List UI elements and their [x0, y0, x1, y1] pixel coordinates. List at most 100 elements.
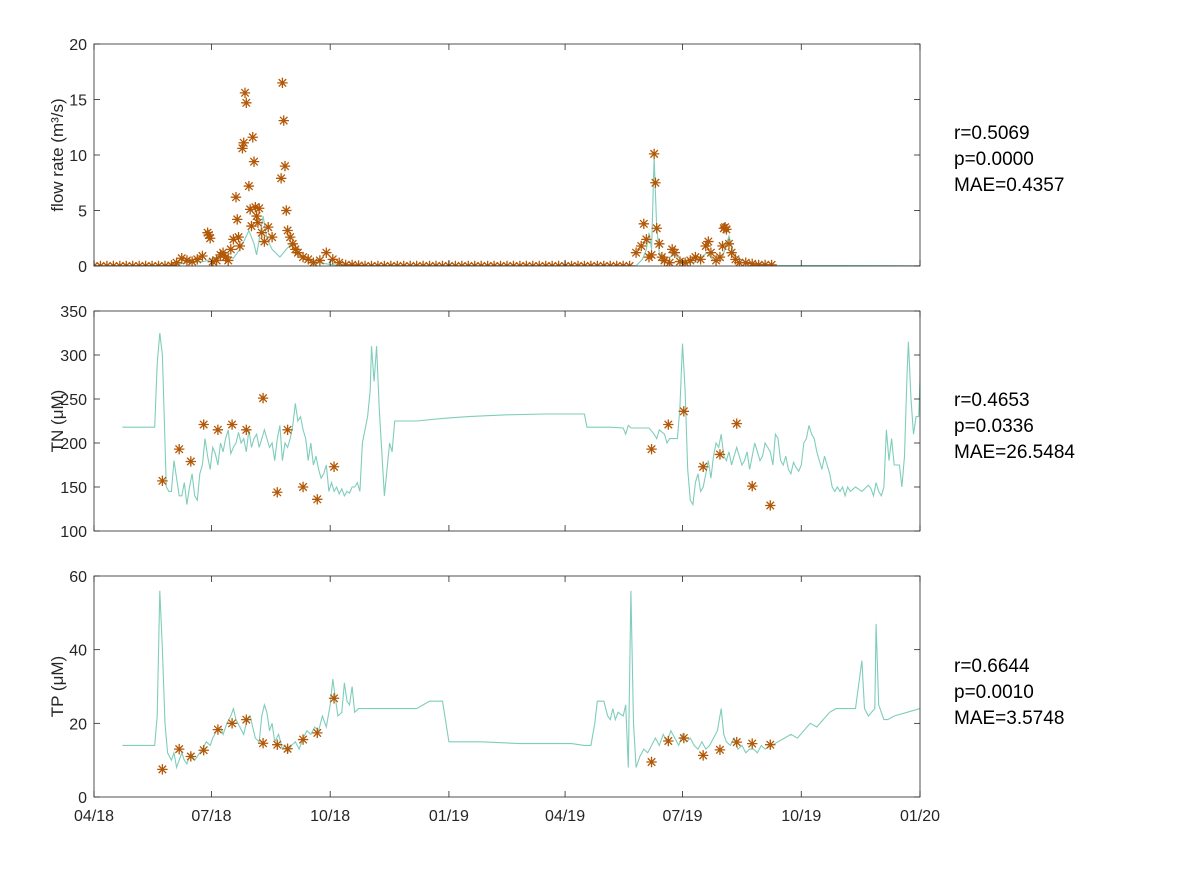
- data-point-marker: [173, 743, 185, 755]
- data-point-marker: [228, 234, 239, 245]
- series-line: [122, 332, 920, 507]
- y-tick-label: 250: [60, 392, 87, 409]
- data-point-marker: [654, 238, 665, 249]
- plot-area: [94, 77, 920, 266]
- data-point-marker: [207, 256, 218, 266]
- stats-panel-tn: r=0.4653 p=0.0336 MAE=26.5484: [954, 388, 1075, 466]
- data-point-marker: [157, 764, 168, 775]
- data-point-marker: [203, 229, 215, 241]
- data-point-marker: [646, 443, 657, 455]
- stat-p: p=0.0010: [954, 682, 1034, 703]
- data-point-marker: [251, 210, 262, 222]
- data-point-marker: [277, 77, 288, 89]
- x-tick-label: 04/19: [545, 808, 585, 825]
- data-point-marker: [202, 227, 213, 238]
- data-point-marker: [241, 714, 252, 725]
- data-point-marker: [327, 254, 338, 265]
- stat-r: r=0.6644: [954, 656, 1030, 677]
- data-point-marker: [630, 247, 642, 258]
- data-point-marker: [714, 251, 726, 263]
- data-point-marker: [233, 231, 244, 243]
- data-point-marker: [225, 244, 237, 255]
- panel-1: 0 5 10 15 20 flow rate (m³/s): [48, 37, 921, 276]
- data-point-marker: [695, 254, 706, 265]
- x-tick-label: 07/18: [191, 808, 231, 825]
- data-point-marker: [239, 87, 251, 99]
- data-point-marker: [312, 727, 323, 739]
- data-point-marker: [247, 132, 258, 143]
- y-tick-label: 300: [60, 348, 87, 365]
- data-point-marker: [257, 392, 269, 404]
- data-point-marker: [664, 257, 675, 266]
- y-tick-label: 5: [78, 204, 87, 221]
- stat-r: r=0.4653: [954, 390, 1030, 411]
- data-point-marker: [731, 418, 742, 429]
- y-tick-label: 60: [69, 569, 87, 586]
- data-point-marker: [282, 743, 293, 754]
- y-tick-label: 150: [60, 480, 87, 497]
- data-point-marker: [353, 260, 364, 266]
- stat-mae: MAE=3.5748: [954, 708, 1065, 729]
- data-point-marker: [765, 739, 776, 750]
- x-tick-label: 10/19: [781, 808, 821, 825]
- data-point-marker: [185, 751, 196, 762]
- data-point-marker: [281, 205, 292, 216]
- data-point-marker: [721, 224, 732, 235]
- axes-box: [93, 575, 921, 798]
- stat-p: p=0.0336: [954, 416, 1034, 437]
- data-point-marker: [659, 255, 670, 266]
- data-point-marker: [731, 736, 742, 748]
- data-point-marker: [714, 449, 726, 460]
- data-point-marker: [690, 251, 701, 263]
- data-point-marker: [719, 221, 731, 233]
- data-point-marker: [346, 259, 358, 266]
- series-line: [94, 157, 920, 266]
- data-point-marker: [663, 419, 674, 430]
- data-point-marker: [328, 693, 340, 704]
- data-point-marker: [266, 231, 278, 243]
- data-point-marker: [297, 734, 309, 745]
- data-point-marker: [238, 137, 249, 148]
- data-point-marker: [192, 254, 203, 265]
- data-point-marker: [308, 257, 319, 266]
- data-point-marker: [275, 173, 287, 184]
- axes-box: [93, 310, 921, 532]
- data-point-marker: [226, 718, 238, 729]
- y-axis-label: TP (μM): [48, 656, 67, 717]
- data-point-marker: [678, 406, 690, 417]
- data-point-marker: [263, 221, 274, 233]
- y-tick-label: 10: [69, 148, 87, 165]
- data-point-marker: [248, 156, 260, 167]
- y-tick-label: 15: [69, 93, 87, 110]
- x-tick-label: 01/19: [429, 808, 469, 825]
- x-tick-label: 01/20: [900, 808, 940, 825]
- data-point-marker: [765, 500, 776, 511]
- data-point-marker: [244, 204, 256, 215]
- data-point-marker: [679, 257, 691, 266]
- data-point-marker: [186, 256, 198, 266]
- series-line: [122, 590, 920, 770]
- panel-3: 0 20 40 60 04/18 07/18 10/18 01/19 04/19 07/19 10/…: [48, 569, 940, 825]
- data-point-marker: [303, 254, 314, 265]
- y-axis-label: flow rate (m³/s): [48, 98, 67, 211]
- data-point-marker: [272, 739, 283, 750]
- stats-panel-tp: r=0.6644 p=0.0010 MAE=3.5748: [954, 654, 1064, 732]
- y-tick-label: 100: [60, 524, 87, 541]
- stat-r: r=0.5069: [954, 123, 1030, 144]
- plot-area: [122, 590, 920, 775]
- y-tick-label: 350: [60, 304, 87, 321]
- data-point-marker: [287, 238, 298, 249]
- data-point-marker: [254, 203, 265, 214]
- y-tick-label: 0: [78, 790, 87, 807]
- data-point-marker: [282, 225, 293, 236]
- data-point-marker: [641, 234, 652, 245]
- data-point-marker: [740, 257, 751, 266]
- data-point-marker: [723, 238, 735, 249]
- data-point-marker: [648, 148, 660, 160]
- data-point-marker: [212, 424, 224, 435]
- y-tick-label: 40: [69, 643, 87, 660]
- data-point-marker: [197, 250, 208, 262]
- data-point-marker: [753, 259, 764, 266]
- data-point-marker: [663, 735, 674, 747]
